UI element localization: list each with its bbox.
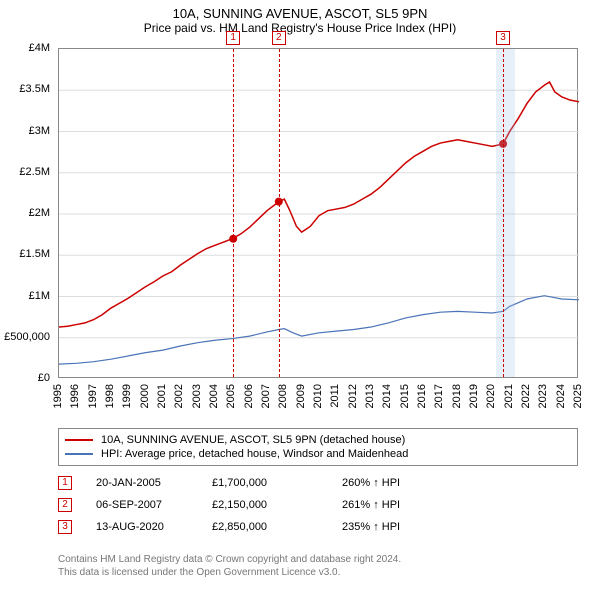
x-tick-label: 2014: [381, 384, 393, 408]
marker-price: £1,700,000: [212, 477, 342, 489]
x-tick-label: 2005: [225, 384, 237, 408]
marker-flag: 3: [496, 31, 510, 45]
y-axis-ticks: £0£500,000£1M£1.5M£2M£2.5M£3M£3.5M£4M: [0, 48, 54, 378]
x-tick-label: 2013: [364, 384, 376, 408]
marker-pct: 235% ↑ HPI: [342, 521, 462, 533]
y-tick-label: £3M: [29, 125, 50, 137]
x-tick-label: 2012: [347, 384, 359, 408]
chart-title: 10A, SUNNING AVENUE, ASCOT, SL5 9PN: [0, 0, 600, 21]
x-tick-label: 2008: [277, 384, 289, 408]
legend: 10A, SUNNING AVENUE, ASCOT, SL5 9PN (det…: [58, 428, 578, 466]
marker-pct: 260% ↑ HPI: [342, 477, 462, 489]
x-tick-label: 1995: [52, 384, 64, 408]
marker-date: 06-SEP-2007: [72, 499, 212, 511]
x-tick-label: 2002: [173, 384, 185, 408]
y-tick-label: £4M: [29, 42, 50, 54]
y-tick-label: £1.5M: [19, 248, 50, 260]
x-tick-label: 1997: [87, 384, 99, 408]
legend-row: 10A, SUNNING AVENUE, ASCOT, SL5 9PN (det…: [65, 433, 571, 447]
x-tick-label: 2021: [503, 384, 515, 408]
x-tick-label: 2018: [451, 384, 463, 408]
marker-date: 13-AUG-2020: [72, 521, 212, 533]
marker-pct: 261% ↑ HPI: [342, 499, 462, 511]
marker-flag: 2: [272, 31, 286, 45]
y-tick-label: £2.5M: [19, 166, 50, 178]
footer-line2: This data is licensed under the Open Gov…: [58, 567, 578, 580]
marker-number: 2: [58, 498, 72, 512]
footer-line1: Contains HM Land Registry data © Crown c…: [58, 554, 578, 567]
x-tick-label: 2000: [139, 384, 151, 408]
x-tick-label: 2016: [416, 384, 428, 408]
x-tick-label: 2011: [329, 384, 341, 408]
marker-line: [503, 49, 504, 377]
legend-row: HPI: Average price, detached house, Wind…: [65, 447, 571, 461]
marker-price: £2,150,000: [212, 499, 342, 511]
x-tick-label: 2010: [312, 384, 324, 408]
x-tick-label: 1998: [104, 384, 116, 408]
marker-number: 3: [58, 520, 72, 534]
legend-label: 10A, SUNNING AVENUE, ASCOT, SL5 9PN (det…: [101, 434, 405, 446]
x-tick-label: 2007: [260, 384, 272, 408]
x-tick-label: 2006: [243, 384, 255, 408]
marker-table-row: 313-AUG-2020£2,850,000235% ↑ HPI: [58, 516, 578, 538]
x-tick-label: 2023: [537, 384, 549, 408]
y-tick-label: £2M: [29, 207, 50, 219]
marker-date: 20-JAN-2005: [72, 477, 212, 489]
x-tick-label: 2017: [433, 384, 445, 408]
marker-table: 120-JAN-2005£1,700,000260% ↑ HPI206-SEP-…: [58, 472, 578, 538]
x-tick-label: 2009: [295, 384, 307, 408]
x-tick-label: 2022: [520, 384, 532, 408]
x-tick-label: 2025: [572, 384, 584, 408]
x-tick-label: 2001: [156, 384, 168, 408]
x-tick-label: 2024: [555, 384, 567, 408]
y-tick-label: £0: [38, 372, 50, 384]
x-tick-label: 2015: [399, 384, 411, 408]
plot-area: 123: [58, 48, 578, 378]
marker-table-row: 120-JAN-2005£1,700,000260% ↑ HPI: [58, 472, 578, 494]
highlight-band: [496, 49, 515, 377]
x-tick-label: 1999: [121, 384, 133, 408]
x-tick-label: 2020: [485, 384, 497, 408]
marker-number: 1: [58, 476, 72, 490]
marker-price: £2,850,000: [212, 521, 342, 533]
x-tick-label: 1996: [69, 384, 81, 408]
legend-swatch: [65, 439, 93, 441]
y-tick-label: £3.5M: [19, 83, 50, 95]
y-tick-label: £500,000: [4, 331, 50, 343]
legend-label: HPI: Average price, detached house, Wind…: [101, 448, 408, 460]
x-tick-label: 2003: [191, 384, 203, 408]
marker-line: [279, 49, 280, 377]
y-tick-label: £1M: [29, 290, 50, 302]
marker-line: [233, 49, 234, 377]
legend-swatch: [65, 453, 93, 455]
marker-flag: 1: [226, 31, 240, 45]
chart-container: 10A, SUNNING AVENUE, ASCOT, SL5 9PN Pric…: [0, 0, 600, 590]
x-tick-label: 2004: [208, 384, 220, 408]
x-tick-label: 2019: [468, 384, 480, 408]
marker-table-row: 206-SEP-2007£2,150,000261% ↑ HPI: [58, 494, 578, 516]
footer-attribution: Contains HM Land Registry data © Crown c…: [58, 554, 578, 579]
